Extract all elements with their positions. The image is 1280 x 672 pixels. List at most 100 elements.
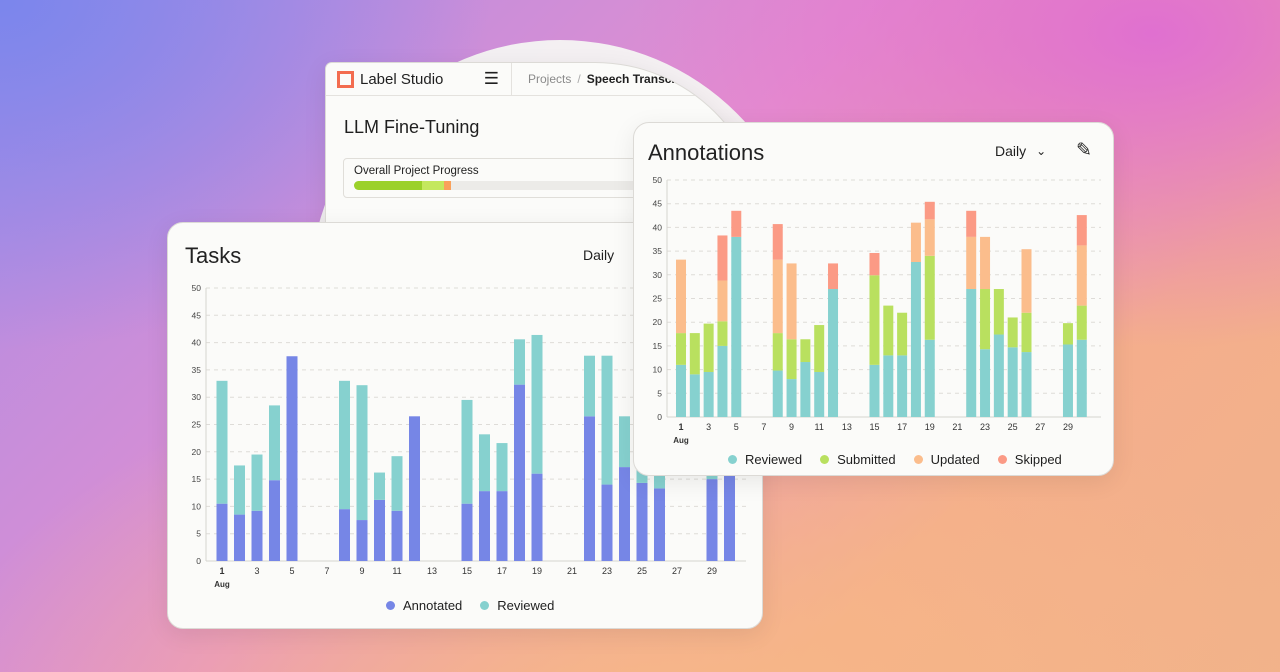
bar-annotated bbox=[601, 484, 613, 561]
bar-submitted bbox=[814, 325, 825, 372]
bar-reviewed bbox=[251, 454, 263, 511]
bar-reviewed bbox=[1007, 347, 1018, 417]
bar-updated bbox=[1076, 245, 1087, 306]
hamburger-menu-icon[interactable]: ☰ bbox=[483, 69, 499, 88]
bar-annotated bbox=[251, 510, 263, 561]
bar-annotated bbox=[374, 499, 385, 561]
x-tick-label: 11 bbox=[392, 566, 401, 576]
bar-reviewed bbox=[703, 371, 714, 417]
bar-reviewed bbox=[869, 364, 880, 417]
bar-submitted bbox=[869, 275, 880, 365]
legend-label: Reviewed bbox=[745, 452, 803, 467]
tasks-period-dropdown[interactable]: Daily bbox=[583, 247, 614, 263]
breadcrumb-projects[interactable]: Projects bbox=[528, 72, 572, 86]
bar-reviewed bbox=[772, 370, 783, 417]
bar-reviewed bbox=[800, 362, 811, 417]
bar-annotated bbox=[234, 514, 245, 561]
legend-item[interactable]: Skipped bbox=[997, 452, 1062, 467]
legend-item[interactable]: Updated bbox=[913, 452, 980, 467]
legend-dot bbox=[386, 601, 395, 610]
bar-reviewed bbox=[514, 339, 525, 385]
y-tick-label: 25 bbox=[192, 420, 202, 430]
bar-annotated bbox=[619, 467, 630, 561]
bar-annotated bbox=[216, 503, 228, 561]
bar-skipped bbox=[869, 252, 880, 276]
y-tick-label: 20 bbox=[653, 317, 663, 327]
annotations-period-dropdown[interactable]: Daily ⌄ bbox=[995, 143, 1046, 159]
x-tick-label: 5 bbox=[734, 422, 739, 432]
x-tick-label: 23 bbox=[980, 422, 990, 432]
x-tick-label: 27 bbox=[672, 566, 682, 576]
bar-submitted bbox=[993, 289, 1004, 335]
bar-reviewed bbox=[374, 472, 385, 500]
bar-submitted bbox=[703, 323, 714, 372]
tasks-title: Tasks bbox=[185, 243, 242, 268]
annotations-title: Annotations bbox=[648, 140, 765, 165]
legend-item[interactable]: Reviewed bbox=[728, 452, 802, 467]
bar-submitted bbox=[1021, 312, 1032, 353]
x-tick-label: 21 bbox=[952, 422, 962, 432]
bar-submitted bbox=[924, 255, 935, 340]
y-tick-label: 40 bbox=[653, 222, 663, 232]
bar-submitted bbox=[772, 333, 783, 371]
bar-reviewed bbox=[731, 236, 742, 417]
y-tick-label: 10 bbox=[192, 501, 202, 511]
bar-reviewed bbox=[216, 380, 228, 504]
bar-annotated bbox=[514, 384, 525, 561]
y-tick-label: 10 bbox=[653, 365, 663, 375]
y-tick-label: 35 bbox=[653, 246, 663, 256]
x-tick-label: 3 bbox=[254, 566, 259, 576]
x-tick-label: 7 bbox=[761, 422, 766, 432]
tasks-period-value: Daily bbox=[583, 247, 615, 263]
y-tick-label: 20 bbox=[192, 447, 202, 457]
y-tick-label: 45 bbox=[192, 310, 202, 320]
x-tick-label: 13 bbox=[427, 566, 437, 576]
bar-updated bbox=[786, 263, 797, 340]
bar-submitted bbox=[1007, 317, 1018, 348]
x-tick-label: 9 bbox=[359, 566, 364, 576]
x-tick-label: 7 bbox=[324, 566, 329, 576]
bar-reviewed bbox=[883, 355, 894, 417]
x-tick-label: 11 bbox=[815, 422, 824, 432]
bar-skipped bbox=[966, 210, 977, 237]
bar-reviewed bbox=[269, 405, 280, 481]
x-tick-label: 25 bbox=[1008, 422, 1018, 432]
progress-segment bbox=[443, 181, 451, 190]
bar-submitted bbox=[897, 312, 908, 356]
y-tick-label: 15 bbox=[653, 341, 663, 351]
logo[interactable]: Label Studio ☰ bbox=[326, 63, 512, 95]
progress-label: Overall Project Progress bbox=[354, 165, 479, 177]
bar-submitted bbox=[676, 333, 686, 365]
bar-updated bbox=[1021, 249, 1032, 313]
x-tick-label: 15 bbox=[869, 422, 879, 432]
x-tick-sublabel: Aug bbox=[673, 436, 689, 445]
y-tick-label: 45 bbox=[653, 199, 663, 209]
bar-submitted bbox=[883, 305, 894, 356]
legend-dot bbox=[997, 455, 1007, 464]
project-progress: Overall Project Progress bbox=[343, 158, 763, 198]
y-tick-label: 0 bbox=[196, 556, 201, 566]
bar-reviewed bbox=[601, 355, 613, 485]
page-title: LLM Fine-Tuning bbox=[344, 117, 480, 137]
bar-reviewed bbox=[1076, 339, 1087, 417]
legend-item[interactable]: Annotated bbox=[386, 598, 462, 613]
bar-updated bbox=[772, 259, 783, 334]
legend-item[interactable]: Submitted bbox=[820, 452, 896, 467]
bar-skipped bbox=[828, 263, 839, 290]
edit-pencil-icon[interactable]: ✎ bbox=[1076, 140, 1092, 161]
bar-annotated bbox=[584, 416, 595, 561]
progress-bar bbox=[354, 181, 752, 190]
bar-annotated bbox=[636, 482, 648, 561]
bar-reviewed bbox=[461, 399, 473, 504]
bar-reviewed bbox=[479, 434, 490, 492]
bar-annotated bbox=[479, 491, 490, 561]
legend-dot bbox=[480, 601, 490, 610]
x-tick-label: 17 bbox=[497, 566, 507, 576]
progress-segment bbox=[421, 181, 444, 190]
bar-updated bbox=[966, 236, 977, 290]
bar-reviewed bbox=[993, 334, 1004, 417]
progress-segment bbox=[354, 181, 422, 190]
x-tick-label: 1 bbox=[219, 566, 224, 576]
bar-updated bbox=[980, 236, 991, 290]
legend-item[interactable]: Reviewed bbox=[480, 598, 554, 613]
